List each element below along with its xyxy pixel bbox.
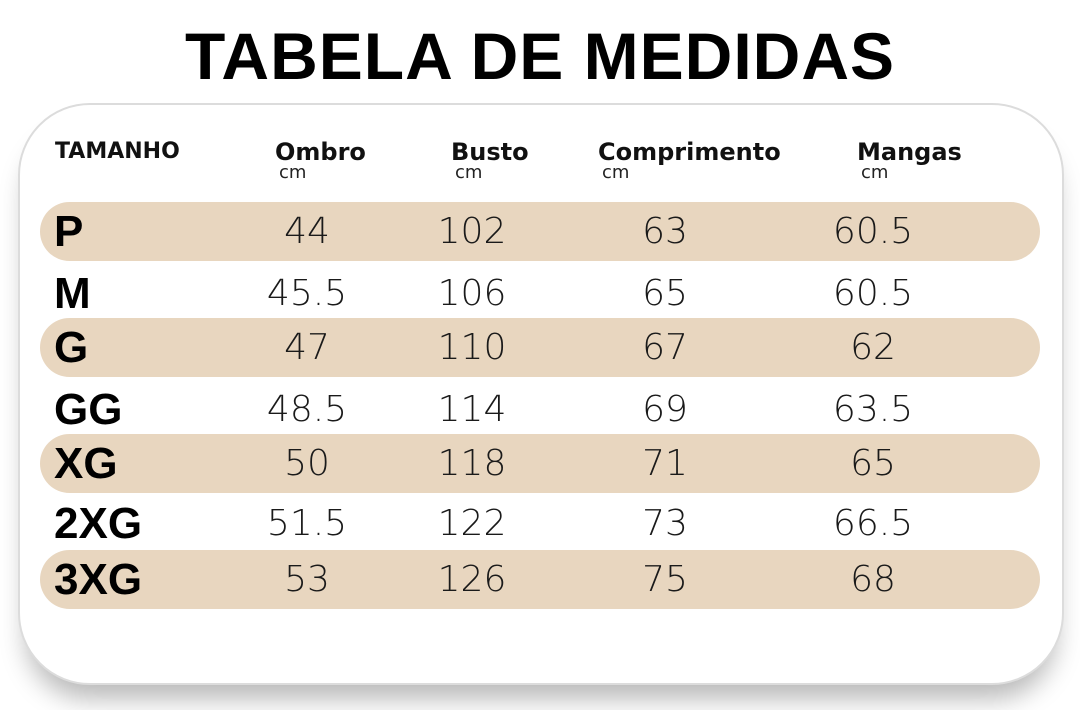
cell-mangas: 63.5 bbox=[832, 389, 914, 430]
header-label: Mangas bbox=[857, 138, 962, 166]
cell-ombro: 47 bbox=[284, 327, 330, 368]
cell-mangas: 60.5 bbox=[832, 211, 914, 252]
header-unit: cm bbox=[861, 162, 889, 183]
cell-comprimento: 67 bbox=[642, 327, 688, 368]
table-row: GG 48.5 114 69 63.5 bbox=[40, 380, 1040, 439]
table-row: M 45.5 106 65 60.5 bbox=[40, 264, 1040, 323]
page-title: TABELA DE MEDIDAS bbox=[185, 19, 895, 93]
header-busto: Busto cm bbox=[451, 138, 529, 183]
cell-busto: 114 bbox=[437, 389, 507, 430]
header-mangas: Mangas cm bbox=[857, 138, 962, 183]
cell-comprimento: 63 bbox=[642, 211, 688, 252]
size-label: M bbox=[54, 269, 91, 318]
header-ombro: Ombro cm bbox=[275, 138, 366, 183]
cell-busto: 118 bbox=[437, 443, 507, 484]
cell-ombro: 44 bbox=[284, 211, 330, 252]
table-row: P 44 102 63 60.5 bbox=[40, 202, 1040, 261]
size-label: P bbox=[54, 207, 84, 256]
table-row: G 47 110 67 62 bbox=[40, 318, 1040, 377]
cell-comprimento: 73 bbox=[642, 503, 688, 544]
cell-ombro: 50 bbox=[284, 443, 330, 484]
size-label: 2XG bbox=[54, 499, 143, 548]
table-row: XG 50 118 71 65 bbox=[40, 434, 1040, 493]
header-unit: cm bbox=[455, 162, 483, 183]
header-label: Ombro bbox=[275, 138, 366, 166]
cell-mangas: 68 bbox=[850, 559, 896, 600]
header-label: Comprimento bbox=[598, 138, 781, 166]
cell-comprimento: 71 bbox=[642, 443, 688, 484]
cell-mangas: 65 bbox=[850, 443, 896, 484]
header-tamanho: TAMANHO bbox=[55, 138, 180, 166]
cell-busto: 126 bbox=[437, 559, 507, 600]
size-label: 3XG bbox=[54, 555, 143, 604]
table-row: 2XG 51.5 122 73 66.5 bbox=[40, 494, 1040, 553]
cell-mangas: 62 bbox=[850, 327, 896, 368]
cell-ombro: 51.5 bbox=[266, 503, 348, 544]
cell-busto: 106 bbox=[437, 273, 507, 314]
cell-busto: 102 bbox=[437, 211, 507, 252]
cell-comprimento: 69 bbox=[642, 389, 688, 430]
cell-comprimento: 75 bbox=[642, 559, 688, 600]
cell-mangas: 60.5 bbox=[832, 273, 914, 314]
header-comprimento: Comprimento cm bbox=[598, 138, 781, 183]
cell-ombro: 48.5 bbox=[266, 389, 348, 430]
cell-busto: 110 bbox=[437, 327, 507, 368]
size-label: XG bbox=[54, 439, 118, 488]
header-unit: cm bbox=[602, 162, 630, 183]
header-unit: cm bbox=[279, 162, 307, 183]
size-label: G bbox=[54, 323, 89, 372]
size-label: GG bbox=[54, 385, 123, 434]
cell-ombro: 45.5 bbox=[266, 273, 348, 314]
header-label: Busto bbox=[451, 138, 529, 166]
cell-ombro: 53 bbox=[284, 559, 330, 600]
table-row: 3XG 53 126 75 68 bbox=[40, 550, 1040, 609]
cell-busto: 122 bbox=[437, 503, 507, 544]
cell-mangas: 66.5 bbox=[832, 503, 914, 544]
cell-comprimento: 65 bbox=[642, 273, 688, 314]
header-label: TAMANHO bbox=[55, 139, 180, 164]
